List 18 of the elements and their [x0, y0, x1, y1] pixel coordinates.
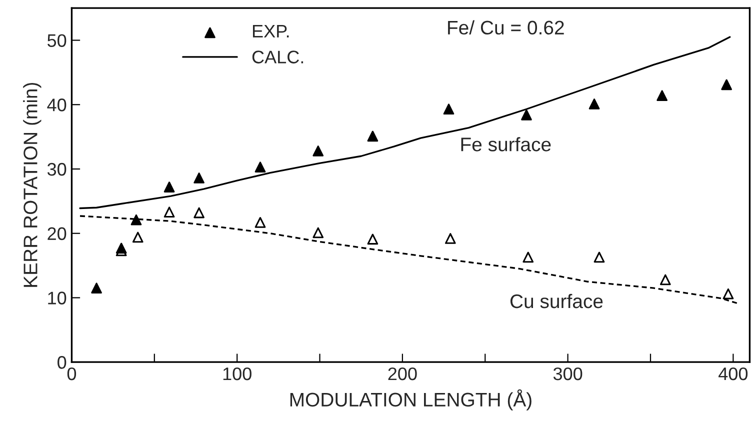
legend-label: EXP. — [252, 24, 289, 38]
legend-label: CALC. — [252, 50, 304, 64]
x-tick-label: 300 — [553, 367, 582, 380]
y-tick-label: 10 — [48, 292, 66, 304]
annotation: Cu surface — [510, 294, 603, 308]
y-tick-label: 20 — [48, 227, 66, 240]
x-tick-label: 0 — [67, 367, 76, 380]
x-tick-label: 400 — [718, 367, 748, 380]
y-tick-label: 0 — [58, 356, 66, 369]
annotation: Fe/ Cu = 0.62 — [448, 20, 564, 35]
y-tick-label: 30 — [47, 162, 66, 176]
x-tick-label: 200 — [388, 367, 417, 380]
x-tick-label: 100 — [223, 367, 252, 380]
x-axis-title: MODULATION LENGTH (Å) — [290, 389, 532, 410]
y-axis-title: KERR ROTATION (min) — [23, 82, 42, 287]
annotation: Fe surface — [461, 137, 551, 152]
y-tick-label: 50 — [48, 34, 66, 47]
y-tick-label: 40 — [47, 98, 66, 112]
